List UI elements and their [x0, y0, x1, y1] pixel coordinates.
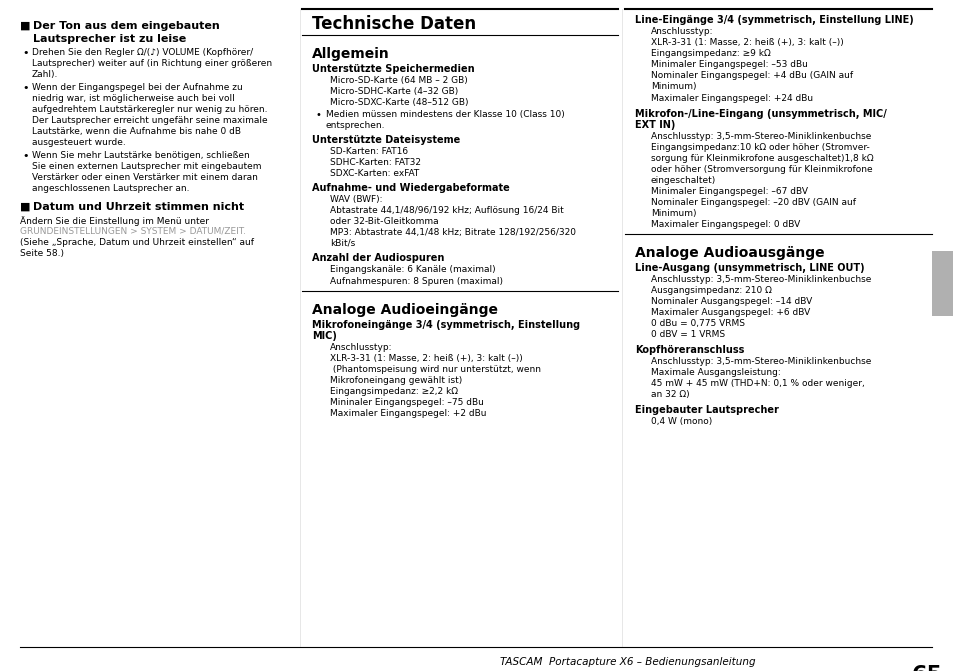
- Text: ausgesteuert wurde.: ausgesteuert wurde.: [32, 138, 126, 147]
- Text: •: •: [22, 48, 29, 58]
- Text: Maximaler Ausgangspegel: +6 dBV: Maximaler Ausgangspegel: +6 dBV: [650, 308, 809, 317]
- Text: Analoge Audioeingänge: Analoge Audioeingänge: [312, 303, 497, 317]
- Text: Maximaler Eingangspegel: 0 dBV: Maximaler Eingangspegel: 0 dBV: [650, 220, 800, 229]
- Text: WAV (BWF):: WAV (BWF):: [330, 195, 382, 204]
- Text: Wenn Sie mehr Lautstärke benötigen, schließen: Wenn Sie mehr Lautstärke benötigen, schl…: [32, 151, 250, 160]
- Text: Anschlusstyp: 3,5-mm-Stereo-Miniklinkenbuchse: Anschlusstyp: 3,5-mm-Stereo-Miniklinkenb…: [650, 275, 870, 284]
- Text: Maximale Ausgangsleistung:: Maximale Ausgangsleistung:: [650, 368, 780, 377]
- Text: SDXC-Karten: exFAT: SDXC-Karten: exFAT: [330, 169, 418, 178]
- Text: Aufnahme- und Wiedergabeformate: Aufnahme- und Wiedergabeformate: [312, 183, 509, 193]
- Text: Seite 58.): Seite 58.): [20, 249, 64, 258]
- Text: Anschlusstyp:: Anschlusstyp:: [330, 343, 392, 352]
- Text: 45 mW + 45 mW (THD+N: 0,1 % oder weniger,: 45 mW + 45 mW (THD+N: 0,1 % oder weniger…: [650, 379, 863, 388]
- Text: Anzahl der Audiospuren: Anzahl der Audiospuren: [312, 253, 444, 263]
- Text: Wenn der Eingangspegel bei der Aufnahme zu: Wenn der Eingangspegel bei der Aufnahme …: [32, 83, 242, 92]
- Text: Lautsprecher ist zu leise: Lautsprecher ist zu leise: [33, 34, 186, 44]
- Text: •: •: [22, 83, 29, 93]
- Text: •: •: [315, 110, 321, 120]
- Text: Micro-SDHC-Karte (4–32 GB): Micro-SDHC-Karte (4–32 GB): [330, 87, 457, 96]
- Text: Mikrofoneingang gewählt ist): Mikrofoneingang gewählt ist): [330, 376, 462, 385]
- Text: (Siehe „Sprache, Datum und Uhrzeit einstellen“ auf: (Siehe „Sprache, Datum und Uhrzeit einst…: [20, 238, 253, 247]
- Text: Nominaler Eingangspegel: –20 dBV (GAIN auf: Nominaler Eingangspegel: –20 dBV (GAIN a…: [650, 198, 855, 207]
- Text: SD-Karten: FAT16: SD-Karten: FAT16: [330, 147, 408, 156]
- Text: ■: ■: [20, 21, 30, 31]
- Text: Zahl).: Zahl).: [32, 70, 58, 79]
- Text: Technische Daten: Technische Daten: [312, 15, 476, 33]
- Text: XLR-3-31 (1: Masse, 2: heiß (+), 3: kalt (–)): XLR-3-31 (1: Masse, 2: heiß (+), 3: kalt…: [650, 38, 842, 47]
- Text: 65: 65: [911, 665, 942, 671]
- Text: Der Lautsprecher erreicht ungefähr seine maximale: Der Lautsprecher erreicht ungefähr seine…: [32, 116, 268, 125]
- Text: an 32 Ω): an 32 Ω): [650, 390, 689, 399]
- Text: Minimaler Eingangspegel: –67 dBV: Minimaler Eingangspegel: –67 dBV: [650, 187, 807, 196]
- Text: Ändern Sie die Einstellung im Menü unter: Ändern Sie die Einstellung im Menü unter: [20, 216, 209, 226]
- Text: Kopfhöreranschluss: Kopfhöreranschluss: [635, 345, 743, 355]
- Text: Verstärker oder einen Verstärker mit einem daran: Verstärker oder einen Verstärker mit ein…: [32, 173, 257, 182]
- Text: Anschlusstyp: 3,5-mm-Stereo-Miniklinkenbuchse: Anschlusstyp: 3,5-mm-Stereo-Miniklinkenb…: [650, 357, 870, 366]
- Text: ■: ■: [20, 202, 30, 212]
- Text: TASCAM  Portacapture X6 – Bedienungsanleitung: TASCAM Portacapture X6 – Bedienungsanlei…: [499, 657, 755, 667]
- Text: Mikrofoneingänge 3/4 (symmetrisch, Einstellung: Mikrofoneingänge 3/4 (symmetrisch, Einst…: [312, 320, 579, 330]
- Text: oder höher (Stromversorgung für Kleinmikrofone: oder höher (Stromversorgung für Kleinmik…: [650, 165, 872, 174]
- Text: Drehen Sie den Regler Ω/(♪) VOLUME (Kopfhörer/: Drehen Sie den Regler Ω/(♪) VOLUME (Kopf…: [32, 48, 253, 57]
- Text: Eingebauter Lautsprecher: Eingebauter Lautsprecher: [635, 405, 778, 415]
- Text: Micro-SD-Karte (64 MB – 2 GB): Micro-SD-Karte (64 MB – 2 GB): [330, 76, 467, 85]
- Text: Maximaler Eingangspegel: +2 dBu: Maximaler Eingangspegel: +2 dBu: [330, 409, 486, 418]
- Text: entsprechen.: entsprechen.: [326, 121, 385, 130]
- Text: Eingangskanäle: 6 Kanäle (maximal): Eingangskanäle: 6 Kanäle (maximal): [330, 265, 496, 274]
- Text: Analoge Audioausgänge: Analoge Audioausgänge: [635, 246, 823, 260]
- Text: aufgedrehtem Lautstärkeregler nur wenig zu hören.: aufgedrehtem Lautstärkeregler nur wenig …: [32, 105, 267, 114]
- Text: Unterstützte Dateisysteme: Unterstützte Dateisysteme: [312, 135, 459, 145]
- Text: Eingangsimpedanz: ≥9 kΩ: Eingangsimpedanz: ≥9 kΩ: [650, 49, 770, 58]
- Text: Sie einen externen Lautsprecher mit eingebautem: Sie einen externen Lautsprecher mit eing…: [32, 162, 261, 171]
- Text: sorgung für Kleinmikrofone ausgeschaltet)1,8 kΩ: sorgung für Kleinmikrofone ausgeschaltet…: [650, 154, 873, 163]
- Text: MP3: Abtastrate 44,1/48 kHz; Bitrate 128/192/256/320: MP3: Abtastrate 44,1/48 kHz; Bitrate 128…: [330, 228, 576, 237]
- Text: Eingangsimpedanz:10 kΩ oder höher (Stromver-: Eingangsimpedanz:10 kΩ oder höher (Strom…: [650, 143, 869, 152]
- Text: SDHC-Karten: FAT32: SDHC-Karten: FAT32: [330, 158, 420, 167]
- Text: Abtastrate 44,1/48/96/192 kHz; Auflösung 16/24 Bit: Abtastrate 44,1/48/96/192 kHz; Auflösung…: [330, 206, 563, 215]
- Text: Allgemein: Allgemein: [312, 47, 390, 61]
- Bar: [931, 251, 953, 316]
- Text: Minimaler Eingangspegel: –53 dBu: Minimaler Eingangspegel: –53 dBu: [650, 60, 807, 69]
- Text: Minimum): Minimum): [650, 82, 696, 91]
- Text: •: •: [22, 151, 29, 161]
- Text: Der Ton aus dem eingebauten: Der Ton aus dem eingebauten: [33, 21, 219, 31]
- Text: 0,4 W (mono): 0,4 W (mono): [650, 417, 712, 426]
- Text: Lautstärke, wenn die Aufnahme bis nahe 0 dB: Lautstärke, wenn die Aufnahme bis nahe 0…: [32, 127, 241, 136]
- Text: Line-Ausgang (unsymmetrisch, LINE OUT): Line-Ausgang (unsymmetrisch, LINE OUT): [635, 263, 863, 273]
- Text: Datum und Uhrzeit stimmen nicht: Datum und Uhrzeit stimmen nicht: [33, 202, 244, 212]
- Text: angeschlossenen Lautsprecher an.: angeschlossenen Lautsprecher an.: [32, 184, 190, 193]
- Text: Minimum): Minimum): [650, 209, 696, 218]
- Text: 0 dBV = 1 VRMS: 0 dBV = 1 VRMS: [650, 330, 724, 339]
- Text: Lautsprecher) weiter auf (in Richtung einer größeren: Lautsprecher) weiter auf (in Richtung ei…: [32, 59, 272, 68]
- Text: kBit/s: kBit/s: [330, 239, 355, 248]
- Text: Ausgangsimpedanz: 210 Ω: Ausgangsimpedanz: 210 Ω: [650, 286, 771, 295]
- Text: niedrig war, ist möglicherweise auch bei voll: niedrig war, ist möglicherweise auch bei…: [32, 94, 234, 103]
- Text: EXT IN): EXT IN): [635, 120, 675, 130]
- Text: Aufnahmespuren: 8 Spuren (maximal): Aufnahmespuren: 8 Spuren (maximal): [330, 277, 502, 286]
- Text: eingeschaltet): eingeschaltet): [650, 176, 716, 185]
- Text: (Phantomspeisung wird nur unterstützt, wenn: (Phantomspeisung wird nur unterstützt, w…: [330, 365, 540, 374]
- Text: Anschlusstyp:: Anschlusstyp:: [650, 27, 713, 36]
- Text: Anschlusstyp: 3,5-mm-Stereo-Miniklinkenbuchse: Anschlusstyp: 3,5-mm-Stereo-Miniklinkenb…: [650, 132, 870, 141]
- Text: 0 dBu = 0,775 VRMS: 0 dBu = 0,775 VRMS: [650, 319, 744, 328]
- Text: oder 32-Bit-Gleitkomma: oder 32-Bit-Gleitkomma: [330, 217, 438, 226]
- Text: GRUNDEINSTELLUNGEN > SYSTEM > DATUM/ZEIT.: GRUNDEINSTELLUNGEN > SYSTEM > DATUM/ZEIT…: [20, 227, 246, 236]
- Text: Mikrofon-/Line-Eingang (unsymmetrisch, MIC/: Mikrofon-/Line-Eingang (unsymmetrisch, M…: [635, 109, 886, 119]
- Text: MIC): MIC): [312, 331, 336, 341]
- Text: Mininaler Eingangspegel: –75 dBu: Mininaler Eingangspegel: –75 dBu: [330, 398, 483, 407]
- Text: Unterstützte Speichermedien: Unterstützte Speichermedien: [312, 64, 475, 74]
- Text: XLR-3-31 (1: Masse, 2: heiß (+), 3: kalt (–)): XLR-3-31 (1: Masse, 2: heiß (+), 3: kalt…: [330, 354, 522, 363]
- Text: Micro-SDXC-Karte (48–512 GB): Micro-SDXC-Karte (48–512 GB): [330, 98, 468, 107]
- Text: Nominaler Ausgangspegel: –14 dBV: Nominaler Ausgangspegel: –14 dBV: [650, 297, 811, 306]
- Text: Maximaler Eingangspegel: +24 dBu: Maximaler Eingangspegel: +24 dBu: [650, 94, 812, 103]
- Text: Line-Eingänge 3/4 (symmetrisch, Einstellung LINE): Line-Eingänge 3/4 (symmetrisch, Einstell…: [635, 15, 913, 25]
- Text: Medien müssen mindestens der Klasse 10 (Class 10): Medien müssen mindestens der Klasse 10 (…: [326, 110, 564, 119]
- Text: Nominaler Eingangspegel: +4 dBu (GAIN auf: Nominaler Eingangspegel: +4 dBu (GAIN au…: [650, 71, 852, 80]
- Text: Eingangsimpedanz: ≥2,2 kΩ: Eingangsimpedanz: ≥2,2 kΩ: [330, 387, 457, 396]
